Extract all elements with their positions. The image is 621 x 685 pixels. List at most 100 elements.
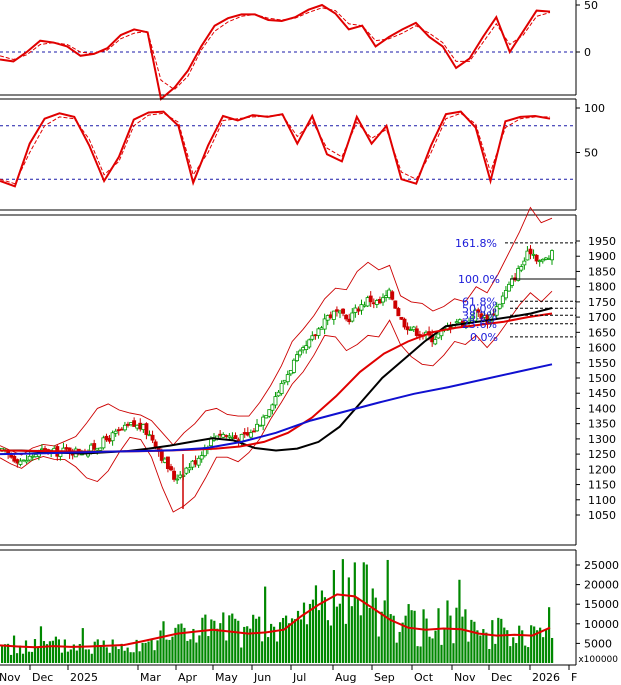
- candle-body: [510, 278, 515, 286]
- volume-bar: [311, 599, 315, 663]
- candle-body: [525, 250, 530, 261]
- volume-bar: [78, 643, 81, 663]
- volume-ma-line: [0, 593, 551, 649]
- price-tick-label: 1400: [588, 402, 616, 415]
- candle-body: [399, 316, 404, 320]
- volume-bar: [293, 619, 297, 663]
- volume-bar: [380, 611, 383, 663]
- candle-body: [411, 326, 416, 331]
- volume-bar: [108, 652, 111, 663]
- candle-body: [43, 448, 47, 450]
- volume-bar: [93, 641, 96, 663]
- rsi-top-y-ticks: 50 0: [576, 0, 598, 59]
- fibonacci-level-label: 38.2%: [462, 309, 497, 322]
- volume-bar: [302, 602, 306, 663]
- candle-body: [175, 478, 180, 481]
- candle-body: [377, 298, 382, 304]
- candle-body: [365, 297, 370, 307]
- volume-bar: [314, 585, 318, 663]
- rsi-top-tick-label: 50: [584, 0, 598, 12]
- volume-bar: [177, 624, 180, 663]
- candle-body: [196, 457, 201, 466]
- volume-bar: [386, 559, 389, 663]
- volume-bar: [428, 636, 431, 663]
- volume-bar: [332, 570, 335, 663]
- candle-body: [233, 435, 238, 440]
- volume-bar: [60, 652, 63, 663]
- volume-bar: [449, 615, 452, 663]
- candle-body: [190, 460, 195, 468]
- candle-body: [39, 448, 44, 451]
- volume-bar: [240, 647, 243, 663]
- volume-bar: [249, 628, 252, 663]
- candle-body: [522, 260, 527, 266]
- volume-bar: [96, 639, 99, 663]
- candle-body: [368, 295, 373, 303]
- candle-body: [138, 422, 143, 430]
- candle-body: [126, 423, 130, 426]
- volume-bar: [18, 645, 22, 663]
- stochastic-y-ticks: 100 50: [576, 102, 605, 160]
- candle-body: [30, 455, 35, 458]
- rsi-top-tick-label: 0: [584, 46, 591, 59]
- volume-bar: [54, 636, 58, 663]
- candle-body: [92, 443, 97, 450]
- volume-bar: [455, 607, 458, 663]
- volume-bar: [470, 619, 473, 663]
- bollinger-lower-band: [0, 290, 553, 513]
- candle-body: [178, 474, 183, 478]
- price-tick-label: 1950: [588, 235, 616, 248]
- volume-bar: [401, 622, 404, 663]
- volume-bar: [12, 635, 16, 663]
- volume-bar: [461, 616, 464, 663]
- candle-body: [116, 429, 121, 432]
- x-tick-label: 2025: [70, 671, 98, 684]
- volume-bar: [551, 637, 554, 663]
- candle-body: [359, 304, 364, 311]
- candle-body: [261, 416, 266, 426]
- candle-body: [107, 437, 112, 442]
- candle-body: [325, 315, 330, 321]
- volume-moving-average: [0, 593, 551, 649]
- volume-bar: [539, 627, 542, 663]
- candle-body: [122, 424, 127, 431]
- candle-body: [267, 409, 272, 417]
- candle-body: [408, 329, 413, 331]
- candle-body: [159, 450, 164, 461]
- stochastic-main-line: [0, 110, 551, 188]
- volume-bar: [162, 621, 165, 663]
- volume-bar: [446, 600, 449, 663]
- x-tick-label: 2026: [532, 671, 560, 684]
- candle-body: [187, 467, 192, 471]
- candle-body: [344, 314, 349, 320]
- candle-body: [221, 434, 226, 438]
- volume-bar: [338, 603, 341, 663]
- volume-bar: [530, 625, 533, 663]
- volume-tick-label: 10000: [584, 618, 619, 631]
- volume-bar: [276, 641, 279, 663]
- volume-bar: [542, 637, 545, 663]
- candle-body: [310, 335, 315, 340]
- candle-body: [184, 467, 189, 474]
- volume-bar: [1, 646, 4, 663]
- price-tick-label: 1550: [588, 357, 616, 370]
- volume-bar: [72, 644, 75, 663]
- candle-body: [12, 455, 17, 462]
- candle-body: [503, 290, 508, 299]
- candle-body: [497, 303, 502, 309]
- candle-body: [362, 304, 367, 307]
- candle-body: [27, 455, 32, 461]
- volume-bar: [174, 627, 177, 663]
- volume-bar: [488, 649, 491, 663]
- candle-body: [135, 424, 140, 429]
- volume-bar: [467, 641, 470, 663]
- candle-body: [537, 260, 542, 263]
- candle-body: [454, 321, 459, 324]
- candle-body: [494, 306, 499, 316]
- volume-bar: [234, 618, 237, 663]
- candle-body: [334, 309, 339, 312]
- candle-body: [227, 435, 232, 438]
- volume-bar: [413, 610, 416, 663]
- price-tick-label: 1150: [588, 479, 616, 492]
- volume-bar: [419, 646, 422, 663]
